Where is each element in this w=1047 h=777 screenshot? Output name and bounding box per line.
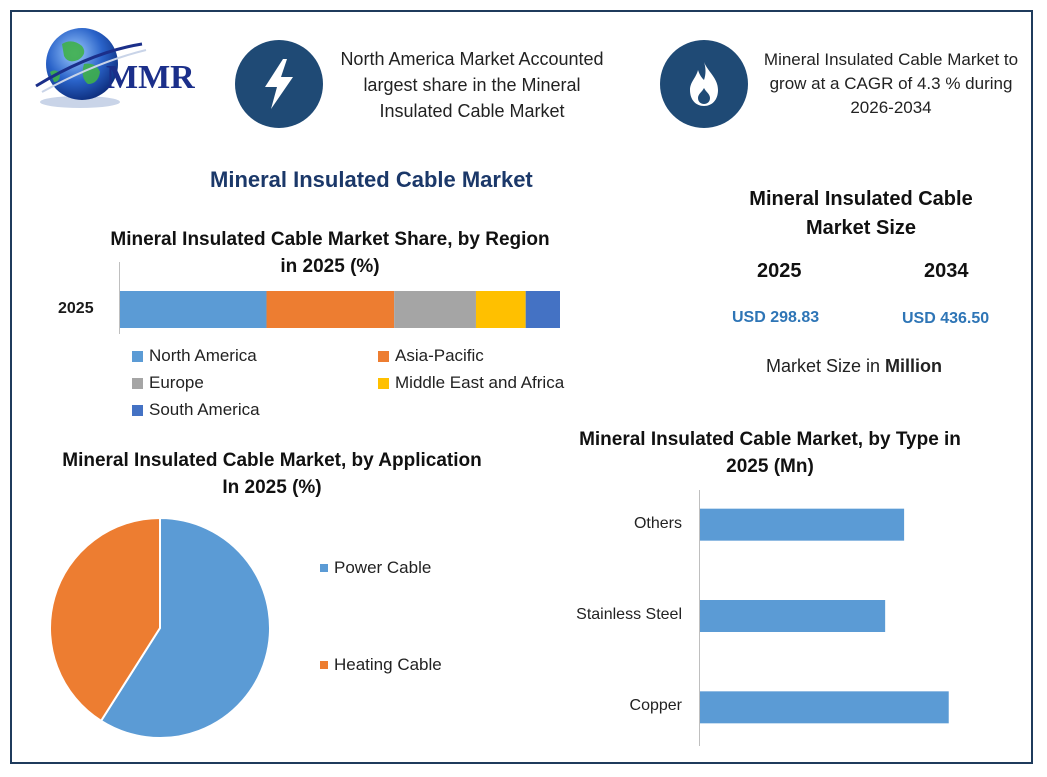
main-title: Mineral Insulated Cable Market	[210, 167, 533, 192]
type-bar-others	[700, 508, 905, 541]
region-chart-title: Mineral Insulated Cable Market Share, by…	[110, 229, 550, 277]
type-axis-line	[699, 490, 700, 746]
market-size-title: Mineral Insulated Cable Market Size	[749, 188, 973, 239]
size-unit-prefix: Market Size in	[766, 356, 886, 376]
region-legend-item-south-america: South America	[132, 400, 260, 420]
region-legend-item-north-america: North America	[132, 346, 257, 366]
region-legend-item-middle-east-and-africa: Middle East and Africa	[378, 373, 564, 393]
pie-slice-power-cable	[99, 516, 271, 739]
application-chart-title: Mineral Insulated Cable Market, by Appli…	[62, 450, 482, 498]
logo-shadow	[40, 96, 120, 108]
lightning-bolt-icon	[235, 40, 323, 128]
legend-label: Europe	[149, 373, 204, 392]
legend-swatch	[320, 564, 328, 572]
highlight-cagr: Mineral Insulated Cable Market to grow a…	[763, 50, 1019, 117]
logo-text: MMR	[106, 59, 195, 96]
region-segment-south-america	[525, 291, 560, 328]
pie-slice-heating-cable	[49, 516, 161, 723]
legend-swatch	[132, 377, 143, 389]
region-segment-europe	[394, 291, 476, 328]
mmr-logo: MMR	[35, 28, 195, 108]
region-segment-middle-east-and-africa	[475, 291, 526, 328]
region-axis-line	[119, 262, 120, 334]
legend-label: Asia-Pacific	[395, 346, 484, 365]
legend-label: North America	[149, 346, 257, 365]
type-label-others: Others	[633, 514, 682, 532]
size-unit-note: Market Size in Million	[766, 356, 942, 377]
highlight-region: North America Market Accounted largest s…	[340, 49, 604, 121]
size-year-2034: 2034	[924, 260, 969, 282]
type-label-copper: Copper	[629, 697, 682, 715]
type-chart-title: Mineral Insulated Cable Market, by Type …	[579, 429, 961, 477]
size-unit-bold: Million	[885, 356, 943, 376]
legend-swatch	[378, 350, 389, 362]
legend-swatch	[320, 661, 328, 669]
region-legend-item-europe: Europe	[132, 373, 204, 393]
type-label-stainless-steel: Stainless Steel	[576, 606, 682, 623]
legend-label: Heating Cable	[334, 655, 442, 674]
type-bar-copper	[700, 691, 949, 724]
size-value-2034: USD 436.50	[902, 310, 990, 327]
legend-swatch	[378, 377, 389, 389]
region-category-label: 2025	[58, 300, 94, 317]
size-value-2025: USD 298.83	[732, 309, 820, 326]
region-legend-item-asia-pacific: Asia-Pacific	[378, 346, 484, 366]
application-pie-chart	[49, 516, 271, 739]
type-bar-chart	[700, 508, 949, 724]
legend-swatch	[132, 350, 143, 362]
region-stacked-bar	[120, 291, 560, 328]
legend-label: Power Cable	[334, 558, 432, 577]
type-bar-stainless-steel	[700, 600, 886, 632]
flame-icon	[660, 40, 748, 128]
legend-label: South America	[149, 400, 260, 419]
legend-label: Middle East and Africa	[395, 373, 565, 392]
pie-legend-item-power-cable: Power Cable	[320, 558, 431, 578]
legend-swatch	[132, 404, 143, 416]
region-segment-asia-pacific	[266, 291, 395, 328]
region-segment-north-america	[120, 291, 267, 328]
pie-legend-item-heating-cable: Heating Cable	[320, 655, 442, 675]
size-year-2025: 2025	[757, 260, 802, 282]
